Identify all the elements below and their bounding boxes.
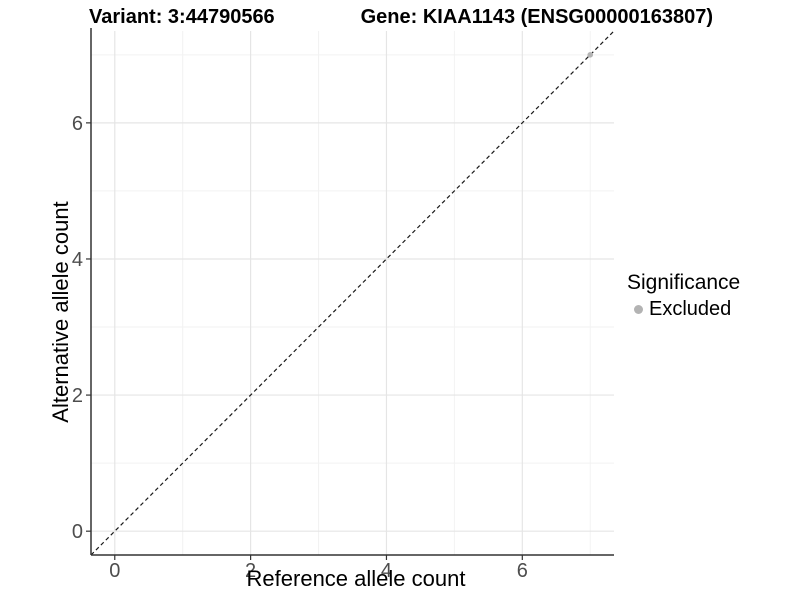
y-tick-label: 4 — [72, 249, 83, 271]
y-tick-label: 2 — [72, 385, 83, 407]
legend-title: Significance — [627, 271, 741, 294]
x-tick-label: 0 — [109, 560, 120, 582]
legend-item-excluded: Excluded — [627, 298, 740, 321]
legend-item-label: Excluded — [649, 298, 732, 320]
identity-line — [90, 30, 615, 556]
y-tick-label: 6 — [72, 113, 83, 135]
gene-title: Gene: KIAA1143 (ENSG00000163807) — [360, 6, 713, 28]
x-tick-label: 4 — [381, 560, 392, 582]
y-tick-label: 0 — [72, 521, 83, 543]
x-tick-label: 2 — [245, 560, 256, 582]
x-tick-label: 6 — [517, 560, 528, 582]
legend: Significance Excluded — [627, 271, 740, 321]
variant-title: Variant: 3:44790566 — [89, 6, 275, 28]
y-axis-title: Alternative allele count — [48, 201, 73, 423]
excluded-point-swatch — [634, 305, 643, 314]
x-axis-title: Reference allele count — [246, 566, 466, 591]
plot-title-row: Variant: 3:44790566 Gene: KIAA1143 (ENSG… — [89, 5, 713, 29]
data-point-excluded — [587, 52, 594, 58]
